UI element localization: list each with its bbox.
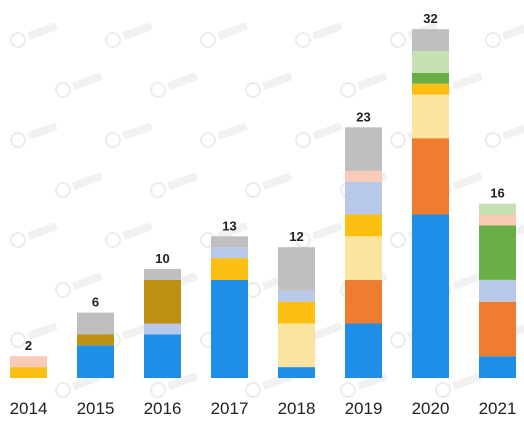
watermark-mark (485, 22, 524, 48)
bar-segment-2019-s4 (345, 214, 382, 237)
watermark-mark (55, 72, 103, 98)
watermark-mark (245, 172, 293, 198)
bar-segment-2015-s1 (77, 345, 114, 378)
total-label-2020: 32 (423, 11, 437, 26)
total-label-2021: 16 (490, 186, 504, 201)
bar-segment-2019-s3 (345, 236, 382, 280)
watermark-mark (435, 372, 483, 398)
bar-segment-2018-s5 (278, 290, 315, 302)
watermark-mark (150, 372, 198, 398)
bar-segment-2016-s5 (144, 323, 181, 335)
x-tick-2014: 2014 (10, 399, 48, 418)
x-tick-2019: 2019 (345, 399, 383, 418)
watermark-mark (10, 22, 58, 48)
x-tick-2018: 2018 (278, 399, 316, 418)
total-label-2015: 6 (92, 295, 99, 310)
total-label-2016: 10 (155, 251, 169, 266)
watermark-mark (245, 72, 293, 98)
bar-segment-2017-s1 (211, 279, 248, 378)
bar-segment-2020-s3 (412, 94, 449, 139)
watermark-mark (10, 322, 58, 348)
x-tick-2016: 2016 (144, 399, 182, 418)
bar-segment-2019-s2 (345, 279, 382, 324)
watermark-mark (295, 22, 343, 48)
watermark-mark (295, 222, 343, 248)
watermark-mark (55, 172, 103, 198)
watermark-mark (105, 222, 153, 248)
total-label-2018: 12 (289, 229, 303, 244)
x-tick-2021: 2021 (479, 399, 517, 418)
watermark-mark (150, 172, 198, 198)
bar-segment-2020-s7 (412, 72, 449, 84)
total-label-2017: 13 (222, 218, 236, 233)
bar-segment-2020-s2 (412, 138, 449, 215)
bar-segment-2017-s5 (211, 247, 248, 259)
bar-segment-2018-s4 (278, 301, 315, 324)
bar-segment-2014-s8 (10, 356, 47, 368)
bar-segment-2019-s8 (345, 170, 382, 182)
bar-segment-2018-s1 (278, 367, 315, 378)
watermark-mark (150, 72, 198, 98)
x-tick-2020: 2020 (412, 399, 450, 418)
bar-segment-2020-s1 (412, 214, 449, 378)
bar-segment-2021-s1 (479, 356, 516, 378)
bar-segment-2016-s1 (144, 334, 181, 378)
bar-segment-2021-s2 (479, 301, 516, 357)
bar-segment-2017-s4 (211, 258, 248, 280)
bar-segment-2016-s6 (144, 279, 181, 324)
watermark-mark (485, 122, 524, 148)
bar-segment-2019-s5 (345, 181, 382, 215)
bar-segment-2021-s8 (479, 214, 516, 226)
bar-segment-2019-s10 (345, 127, 382, 171)
total-labels: 2 6 10 13 12 23 32 16 (25, 11, 505, 353)
total-label-2014: 2 (25, 338, 32, 353)
watermark-mark (105, 122, 153, 148)
watermark-mark (55, 272, 103, 298)
bar-segment-2020-s4 (412, 83, 449, 95)
bar-segment-2018-s10 (278, 247, 315, 291)
bar-segment-2020-s10 (412, 29, 449, 51)
watermark-mark (200, 122, 248, 148)
bar-segment-2014-s4 (10, 367, 47, 378)
x-axis-tick-labels: 2014 2015 2016 2017 2018 2019 2020 2021 (10, 399, 517, 418)
total-label-2019: 23 (356, 109, 370, 124)
watermark-mark (10, 222, 58, 248)
watermark-mark (340, 72, 388, 98)
bar-segment-2015-s10 (77, 312, 114, 335)
x-tick-2017: 2017 (211, 399, 249, 418)
x-tick-2015: 2015 (77, 399, 115, 418)
watermark-mark (295, 122, 343, 148)
bar-segment-2021-s9 (479, 203, 516, 215)
bar-segment-2021-s5 (479, 279, 516, 302)
bar-segment-2016-s10 (144, 269, 181, 280)
bar-segment-2020-s9 (412, 51, 449, 73)
bar-segment-2015-s6 (77, 334, 114, 346)
watermark-mark (105, 22, 153, 48)
watermark-mark (10, 122, 58, 148)
watermark-mark (200, 22, 248, 48)
bar-segment-2018-s3 (278, 323, 315, 368)
bars-layer (10, 29, 516, 378)
bar-segment-2019-s1 (345, 323, 382, 378)
bar-segment-2017-s10 (211, 236, 248, 248)
bar-segment-2021-s7 (479, 225, 516, 280)
